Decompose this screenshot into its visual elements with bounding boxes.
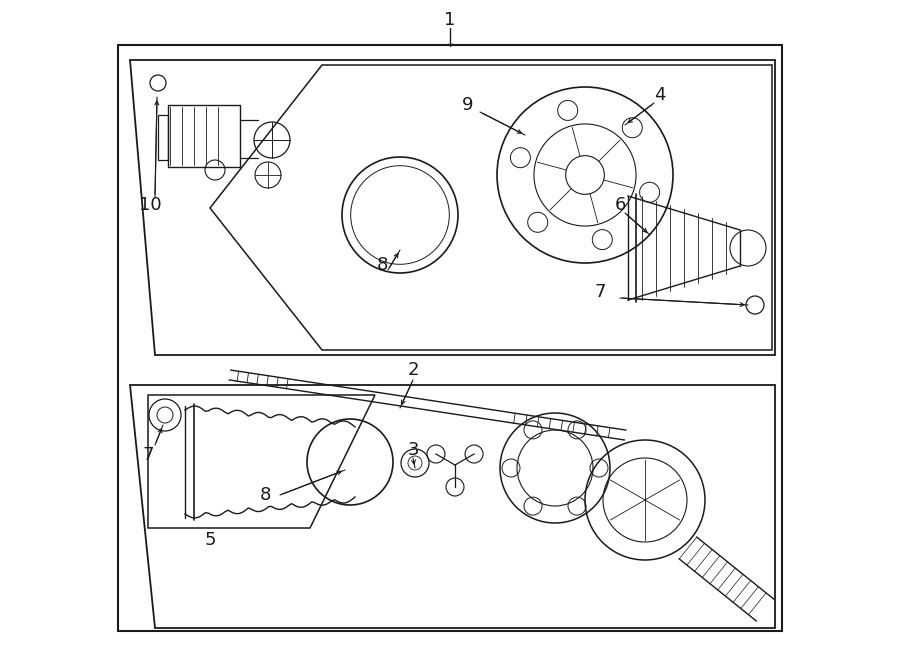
Text: 8: 8 [259, 486, 271, 504]
Text: 1: 1 [445, 11, 455, 29]
Text: 10: 10 [139, 196, 161, 214]
Text: 7: 7 [594, 283, 606, 301]
Text: 5: 5 [204, 531, 216, 549]
Bar [168, 105, 240, 167]
Bar [158, 115, 168, 160]
Text: 7: 7 [142, 446, 154, 464]
Text: 8: 8 [376, 256, 388, 274]
Text: 2: 2 [407, 361, 418, 379]
Text: 3: 3 [407, 441, 418, 459]
Text: 6: 6 [615, 196, 626, 214]
Text: 9: 9 [463, 96, 473, 114]
Text: 4: 4 [654, 86, 666, 104]
